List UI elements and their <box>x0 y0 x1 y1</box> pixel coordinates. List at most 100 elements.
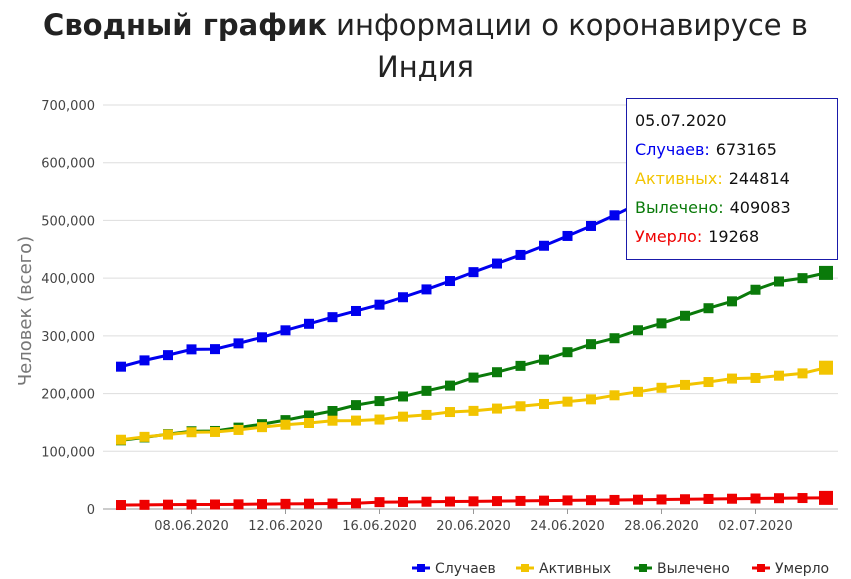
data-point[interactable] <box>492 403 502 414</box>
legend-item[interactable]: Умерло <box>752 561 829 577</box>
data-point[interactable] <box>327 312 338 323</box>
data-point[interactable] <box>774 276 784 287</box>
data-point[interactable] <box>280 498 291 509</box>
data-point[interactable] <box>515 495 526 506</box>
data-point[interactable] <box>139 499 150 510</box>
data-point[interactable] <box>210 499 220 510</box>
data-point[interactable] <box>797 273 808 284</box>
data-point[interactable] <box>280 419 291 430</box>
data-point[interactable] <box>398 411 408 422</box>
data-point[interactable] <box>539 240 549 251</box>
data-point[interactable] <box>186 427 197 438</box>
data-point[interactable] <box>727 493 737 504</box>
data-point[interactable] <box>421 284 432 295</box>
data-point[interactable] <box>163 429 173 440</box>
data-point[interactable] <box>210 426 220 437</box>
data-point[interactable] <box>586 495 596 506</box>
data-point[interactable] <box>351 498 361 509</box>
data-point[interactable] <box>562 495 573 506</box>
data-point[interactable] <box>586 339 596 350</box>
data-point[interactable] <box>819 265 833 280</box>
data-point[interactable] <box>562 396 573 407</box>
data-point[interactable] <box>727 296 737 307</box>
data-point[interactable] <box>280 325 291 336</box>
data-point[interactable] <box>445 407 455 418</box>
data-point[interactable] <box>445 276 455 287</box>
data-point[interactable] <box>656 318 667 329</box>
data-point[interactable] <box>515 401 526 412</box>
data-point[interactable] <box>774 370 784 381</box>
data-point[interactable] <box>774 493 784 504</box>
data-point[interactable] <box>139 431 150 442</box>
data-point[interactable] <box>421 496 432 507</box>
data-point[interactable] <box>398 292 408 303</box>
data-point[interactable] <box>819 490 833 505</box>
data-point[interactable] <box>797 368 808 379</box>
data-point[interactable] <box>327 415 338 426</box>
data-point[interactable] <box>233 424 244 435</box>
data-point[interactable] <box>750 493 761 504</box>
data-point[interactable] <box>492 496 502 507</box>
data-point[interactable] <box>186 499 197 510</box>
data-point[interactable] <box>374 497 385 508</box>
data-point[interactable] <box>797 493 808 504</box>
legend-item[interactable]: Вылечено <box>634 561 730 577</box>
data-point[interactable] <box>351 415 361 426</box>
data-point[interactable] <box>257 422 267 433</box>
data-point[interactable] <box>304 410 314 421</box>
data-point[interactable] <box>515 360 526 371</box>
data-point[interactable] <box>398 496 408 507</box>
data-point[interactable] <box>750 372 761 383</box>
data-point[interactable] <box>656 382 667 393</box>
data-point[interactable] <box>633 494 643 505</box>
data-point[interactable] <box>609 210 620 221</box>
data-point[interactable] <box>609 390 620 401</box>
data-point[interactable] <box>421 385 432 396</box>
data-point[interactable] <box>468 372 479 383</box>
data-point[interactable] <box>609 494 620 505</box>
data-point[interactable] <box>304 418 314 429</box>
data-point[interactable] <box>351 305 361 316</box>
data-point[interactable] <box>586 394 596 405</box>
data-point[interactable] <box>609 333 620 344</box>
data-point[interactable] <box>445 496 455 507</box>
data-point[interactable] <box>304 498 314 509</box>
data-point[interactable] <box>398 391 408 402</box>
data-point[interactable] <box>351 400 361 411</box>
data-point[interactable] <box>633 386 643 397</box>
data-point[interactable] <box>374 414 385 425</box>
data-point[interactable] <box>468 496 479 507</box>
data-point[interactable] <box>116 434 126 445</box>
data-point[interactable] <box>468 267 479 278</box>
data-point[interactable] <box>421 409 432 420</box>
data-point[interactable] <box>257 499 267 510</box>
data-point[interactable] <box>492 258 502 269</box>
data-point[interactable] <box>586 220 596 231</box>
data-point[interactable] <box>633 325 643 336</box>
data-point[interactable] <box>539 398 549 409</box>
data-point[interactable] <box>374 396 385 407</box>
data-point[interactable] <box>515 249 526 260</box>
data-point[interactable] <box>116 500 126 511</box>
data-point[interactable] <box>163 499 173 510</box>
data-point[interactable] <box>703 493 714 504</box>
data-point[interactable] <box>186 344 197 355</box>
data-point[interactable] <box>374 299 385 310</box>
data-point[interactable] <box>680 494 690 505</box>
data-point[interactable] <box>703 377 714 388</box>
data-point[interactable] <box>492 367 502 378</box>
data-point[interactable] <box>210 344 220 355</box>
data-point[interactable] <box>327 498 338 509</box>
data-point[interactable] <box>327 406 338 417</box>
data-point[interactable] <box>562 230 573 241</box>
data-point[interactable] <box>819 360 833 375</box>
data-point[interactable] <box>468 405 479 416</box>
legend-item[interactable]: Активных <box>516 561 611 577</box>
data-point[interactable] <box>703 303 714 314</box>
data-point[interactable] <box>539 495 549 506</box>
data-point[interactable] <box>539 354 549 365</box>
data-point[interactable] <box>163 350 173 361</box>
data-point[interactable] <box>680 310 690 321</box>
data-point[interactable] <box>680 379 690 390</box>
data-point[interactable] <box>304 318 314 329</box>
